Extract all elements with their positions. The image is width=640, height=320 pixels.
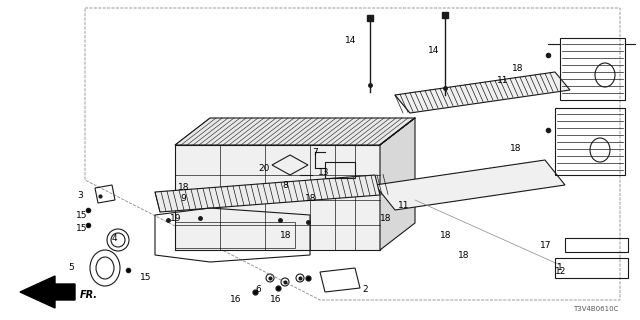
Text: 15: 15	[76, 223, 88, 233]
Text: 18: 18	[178, 182, 189, 191]
Text: FR.: FR.	[80, 290, 98, 300]
Text: 4: 4	[112, 234, 118, 243]
Text: T3V4B0610C: T3V4B0610C	[573, 306, 618, 312]
Text: 1: 1	[557, 263, 563, 273]
Text: 14: 14	[428, 45, 440, 54]
Text: 18: 18	[512, 63, 524, 73]
Text: 16: 16	[270, 295, 282, 305]
Text: 14: 14	[345, 36, 356, 44]
Text: 11: 11	[398, 201, 410, 210]
Text: 19: 19	[170, 213, 182, 222]
Text: 16: 16	[230, 295, 241, 305]
Text: 18: 18	[380, 213, 392, 222]
Text: 13: 13	[318, 167, 330, 177]
Text: 9: 9	[180, 194, 186, 203]
Polygon shape	[175, 118, 415, 145]
Text: 20: 20	[258, 164, 269, 172]
Polygon shape	[375, 160, 565, 210]
Text: 7: 7	[312, 148, 317, 156]
Text: 18: 18	[510, 143, 522, 153]
Text: 6: 6	[255, 285, 260, 294]
Text: 3: 3	[77, 190, 83, 199]
Polygon shape	[380, 118, 415, 250]
Polygon shape	[395, 72, 570, 113]
Text: 15: 15	[140, 274, 152, 283]
Text: 18: 18	[280, 230, 291, 239]
Text: 11: 11	[497, 76, 509, 84]
Text: 2: 2	[362, 285, 367, 294]
Polygon shape	[20, 276, 75, 308]
Text: 18: 18	[440, 230, 451, 239]
Text: 8: 8	[282, 180, 288, 189]
Text: 15: 15	[76, 211, 88, 220]
Polygon shape	[175, 145, 380, 250]
Text: 17: 17	[540, 241, 552, 250]
Text: 18: 18	[458, 252, 470, 260]
Polygon shape	[155, 175, 380, 212]
Text: 18: 18	[305, 194, 317, 203]
Text: 5: 5	[68, 263, 74, 273]
Text: 12: 12	[555, 268, 566, 276]
